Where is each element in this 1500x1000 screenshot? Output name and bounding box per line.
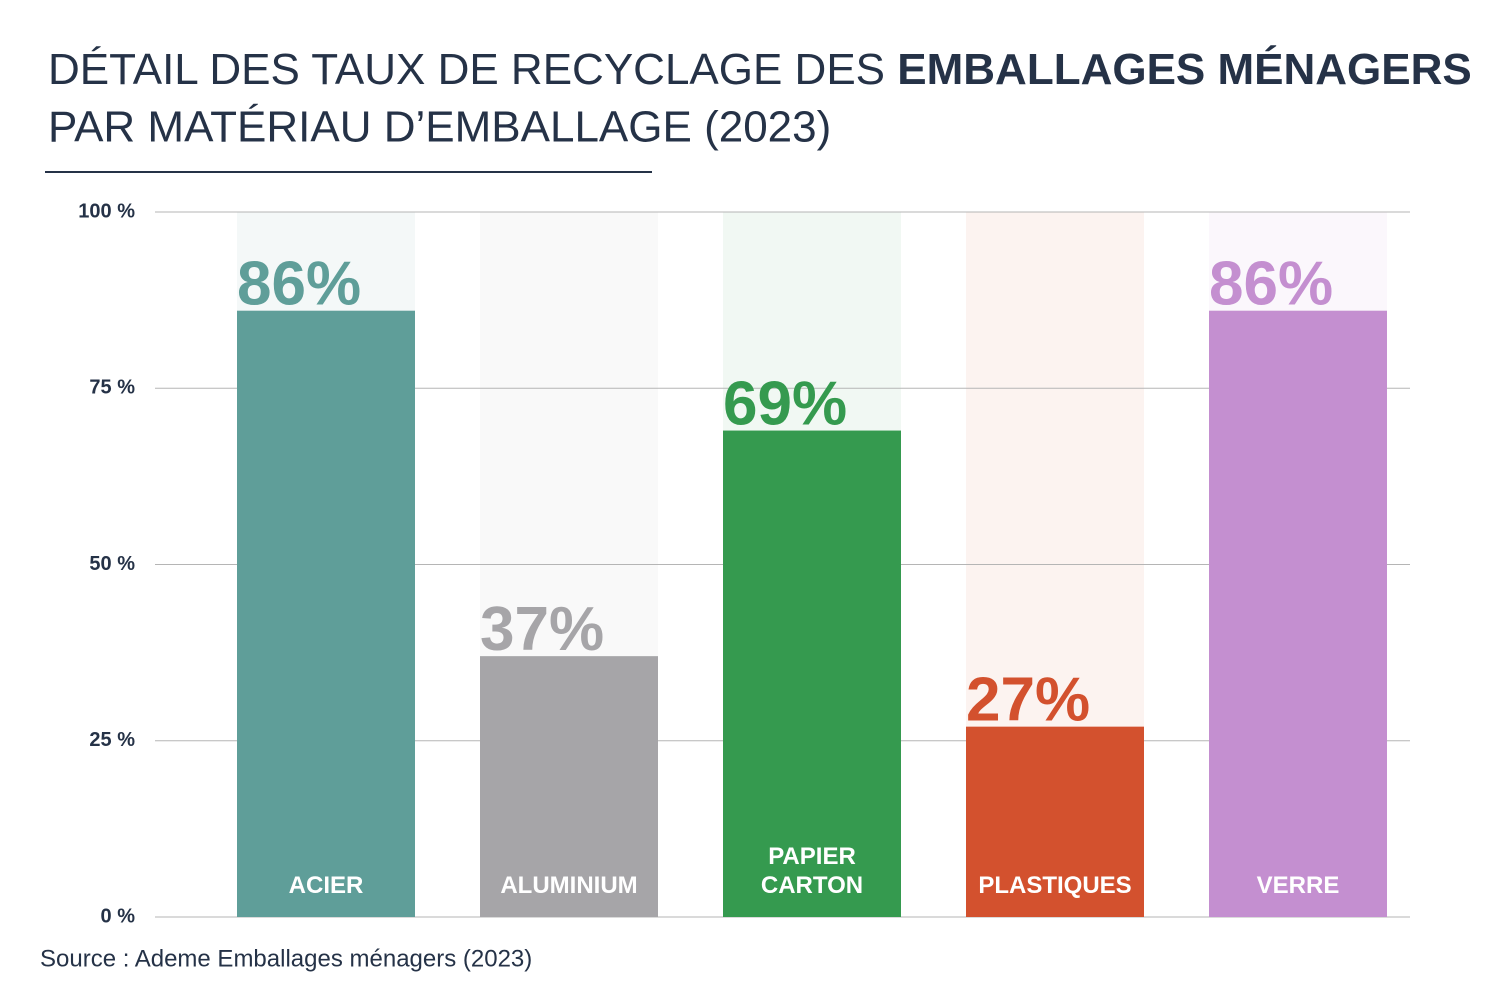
x-tick-label: VERRE xyxy=(1256,872,1340,899)
y-tick-label: 50 % xyxy=(89,553,135,575)
y-tick-label: 75 % xyxy=(89,377,135,399)
x-tick-label: PLASTIQUES xyxy=(978,872,1132,899)
chart-title: DÉTAIL DES TAUX DE RECYCLAGE DES EMBALLA… xyxy=(48,44,1472,94)
source: Source : Ademe Emballages ménagers (2023… xyxy=(40,945,532,972)
value-label: 86% xyxy=(1209,250,1333,319)
bar xyxy=(1209,310,1387,917)
x-tick-label: ALUMINIUM xyxy=(500,872,638,899)
value-label: 27% xyxy=(966,666,1090,735)
y-tick-label: 100 % xyxy=(78,200,135,222)
bar xyxy=(237,310,415,917)
bar xyxy=(966,726,1144,917)
value-label: 69% xyxy=(723,370,847,439)
y-tick-label: 25 % xyxy=(89,729,135,751)
bar xyxy=(480,656,658,917)
title-part: EMBALLAGES MÉNAGERS xyxy=(897,44,1471,94)
title-part: DÉTAIL DES TAUX DE RECYCLAGE DES xyxy=(48,45,897,94)
value-label: 86% xyxy=(237,250,361,319)
chart-title: PAR MATÉRIAU D’EMBALLAGE (2023) xyxy=(48,103,831,152)
x-tick-label: ACIER xyxy=(288,872,364,899)
x-tick-label: PAPIER CARTON xyxy=(760,843,864,899)
y-tick-label: 0 % xyxy=(101,905,136,927)
bar xyxy=(723,430,901,917)
value-label: 37% xyxy=(480,595,604,664)
